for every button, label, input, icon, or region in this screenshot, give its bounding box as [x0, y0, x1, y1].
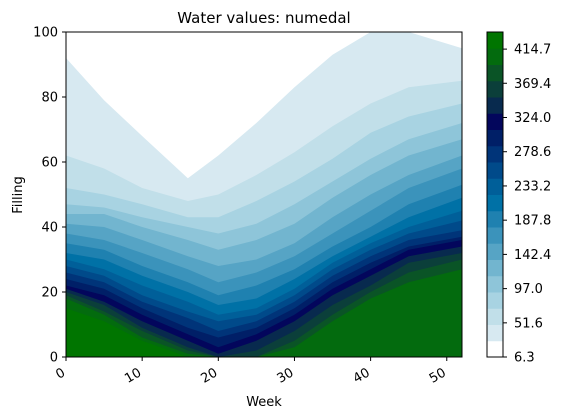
colorbar-tick-label: 324.0: [514, 111, 551, 126]
x-axis: 0 10 20 30 40 50: [53, 357, 449, 387]
colorbar-segment: [487, 162, 503, 179]
x-tick-label: 30: [275, 365, 297, 386]
colorbar-segment: [487, 178, 503, 195]
colorbar-segment: [487, 145, 503, 163]
y-tick-label: 40: [41, 221, 58, 236]
colorbar-tick-label: 187.8: [514, 214, 551, 229]
colorbar-segment: [487, 210, 503, 228]
x-tick-label: 10: [122, 365, 144, 386]
contour-band-19: [66, 32, 462, 179]
colorbar-segment: [487, 80, 503, 98]
x-tick-label: 20: [198, 365, 220, 386]
colorbar-segment: [487, 275, 503, 293]
colorbar: 6.3 51.6 97.0 142.4 187.8 233.2 278.6 324.0 369.…: [486, 31, 551, 366]
y-tick-label: 20: [41, 286, 58, 301]
colorbar-segment: [487, 308, 503, 325]
colorbar-tick-label: 414.7: [514, 43, 551, 58]
colorbar-segment: [487, 113, 503, 130]
y-tick-label: 60: [41, 156, 58, 171]
x-tick-label: 0: [53, 365, 68, 382]
colorbar-segment: [487, 97, 503, 114]
colorbar-tick-label: 51.6: [514, 316, 543, 331]
colorbar-tick-label: 278.6: [514, 145, 551, 160]
colorbar-tick-label: 369.4: [514, 77, 551, 92]
x-axis-label: Week: [246, 395, 282, 410]
colorbar-segment: [487, 48, 503, 65]
colorbar-frame: [486, 31, 504, 358]
chart-title: Water values: numedal: [177, 9, 350, 27]
y-axis-label: Filling: [11, 176, 26, 213]
x-tick-label: 50: [427, 365, 449, 386]
plot-area: [66, 32, 462, 357]
y-tick-label: 100: [33, 26, 58, 41]
y-tick-label: 0: [50, 351, 58, 366]
colorbar-segment: [487, 324, 503, 342]
y-tick-label: 80: [41, 91, 58, 106]
colorbar-tick-label: 142.4: [514, 248, 551, 263]
colorbar-segment: [487, 243, 503, 260]
x-tick-label: 40: [351, 365, 373, 386]
colorbar-segment: [487, 194, 503, 212]
colorbar-segment: [487, 259, 503, 277]
colorbar-tick-label: 6.3: [514, 351, 535, 366]
y-axis: 0 20 40 60 80 100: [33, 26, 66, 366]
colorbar-segment: [487, 129, 503, 147]
plot-frame: [65, 31, 463, 358]
colorbar-segment: [487, 340, 503, 358]
colorbar-segment: [487, 227, 503, 244]
colorbar-segment: [487, 292, 503, 309]
colorbar-segment: [487, 64, 503, 82]
colorbar-segment: [487, 32, 503, 49]
colorbar-tick-label: 233.2: [514, 179, 551, 194]
colorbar-tick-label: 97.0: [514, 282, 543, 297]
